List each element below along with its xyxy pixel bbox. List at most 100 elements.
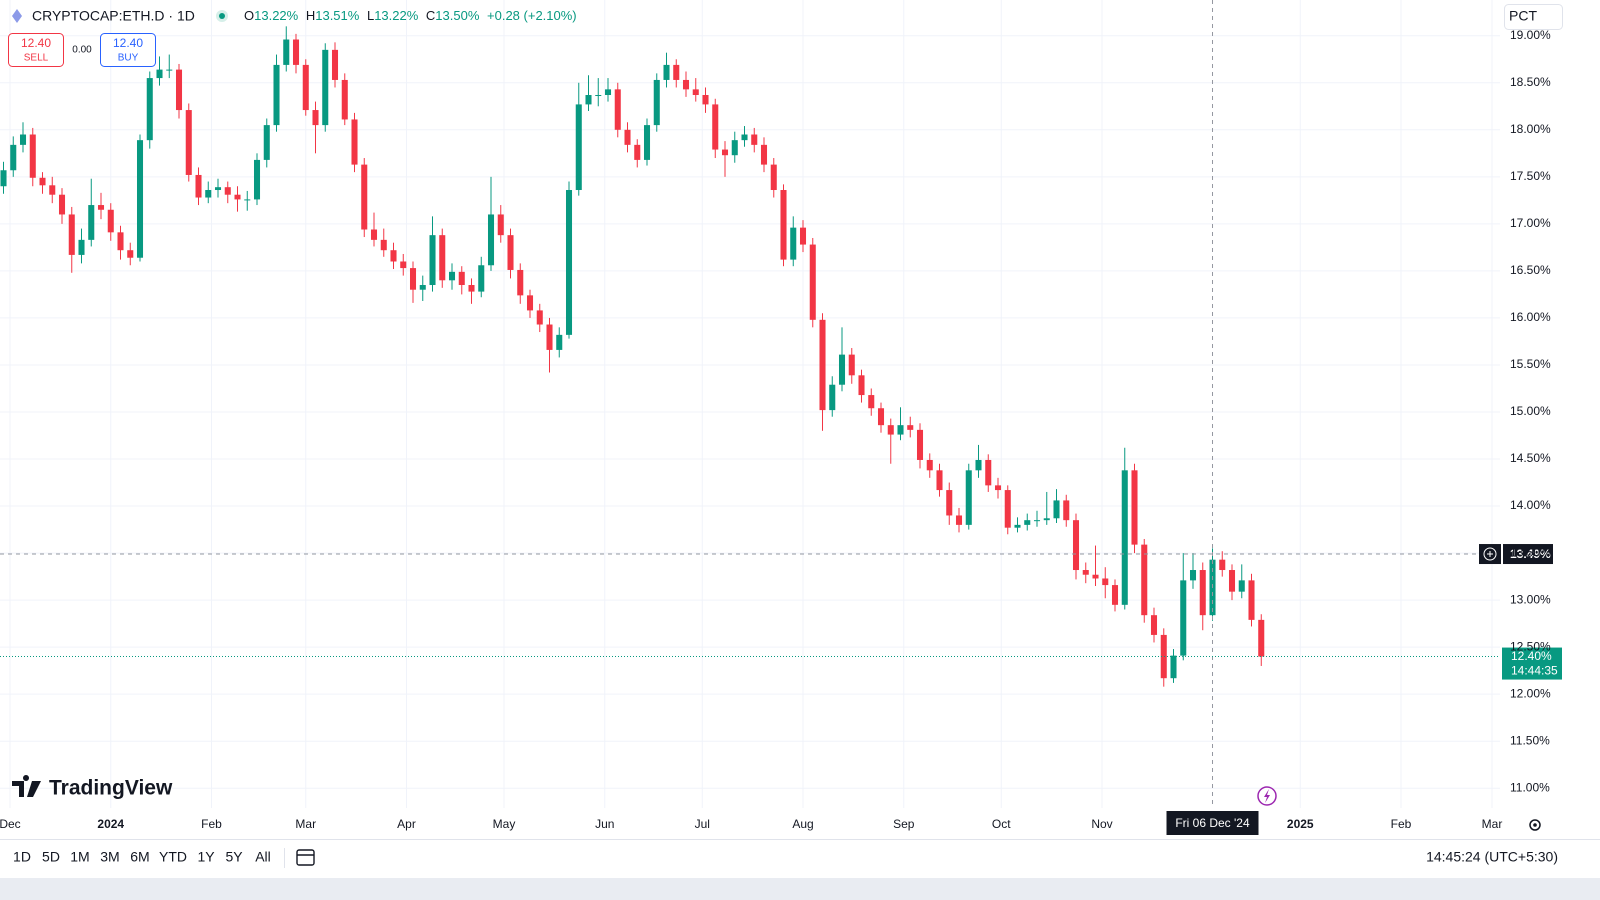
candle-body: [634, 144, 641, 160]
candle-body: [770, 164, 777, 191]
candle-body: [712, 104, 719, 150]
window-strip: [0, 878, 1600, 900]
clock[interactable]: 14:45:24 (UTC+5:30): [1426, 849, 1558, 865]
candle-body: [234, 194, 241, 200]
candle-body: [916, 429, 924, 460]
candle-body: [614, 89, 621, 130]
candle-body: [1111, 585, 1119, 605]
candle-body: [868, 395, 875, 409]
candle-body: [799, 227, 807, 245]
candle-body: [848, 354, 855, 376]
candle-body: [117, 232, 124, 251]
overlay: Fri 06 Dec '24 13.49% 12.40%14:44:35: [0, 0, 1562, 835]
buy-button[interactable]: [100, 33, 156, 67]
candle-body: [585, 95, 592, 105]
candle-body: [780, 190, 787, 260]
sell-button[interactable]: [8, 33, 64, 67]
x-tick-label: Aug: [792, 817, 813, 831]
range-button[interactable]: 6M: [130, 849, 149, 865]
candle-body: [955, 515, 963, 525]
range-button[interactable]: 1Y: [197, 849, 215, 865]
candle-body: [478, 265, 485, 292]
y-tick-label: 19.00%: [1510, 28, 1551, 42]
candle-body: [1189, 570, 1197, 581]
range-button[interactable]: 5D: [42, 849, 60, 865]
range-button[interactable]: 1D: [13, 849, 31, 865]
logo-mark: [12, 775, 41, 797]
candle-body: [673, 64, 680, 80]
y-tick-label: 11.00%: [1510, 780, 1550, 794]
range-button[interactable]: 1M: [70, 849, 89, 865]
x-tick-label: Sep: [893, 817, 915, 831]
candle-body: [1228, 570, 1236, 592]
candle-body: [127, 250, 134, 258]
crosshair-x-label-bg: [1166, 811, 1259, 835]
candle-body: [1219, 559, 1226, 571]
y-tick-label: 13.00%: [1510, 592, 1551, 606]
candle-body: [1004, 490, 1011, 528]
settings-icon[interactable]: [1529, 819, 1541, 831]
candle-body: [487, 214, 495, 266]
x-tick-label: Apr: [397, 817, 416, 831]
y-tick-label: 13.50%: [1510, 545, 1551, 559]
candle-body: [253, 159, 261, 200]
candle-body: [936, 470, 943, 491]
candle-body: [468, 285, 475, 292]
candle-body: [341, 79, 348, 120]
crosshair-add-icon[interactable]: [1483, 547, 1497, 561]
x-tick-label: Mar: [1482, 817, 1503, 831]
candle-body: [10, 144, 17, 171]
y-tick-label: 16.50%: [1510, 263, 1551, 277]
candle-body: [273, 64, 280, 126]
candle-body: [858, 375, 865, 396]
range-button[interactable]: 5Y: [225, 849, 243, 865]
settings-center: [1533, 823, 1537, 827]
range-button[interactable]: All: [255, 849, 271, 865]
y-tick-label: 11.50%: [1510, 733, 1550, 747]
candle-body: [663, 64, 670, 80]
crosshair-add-plus: [1487, 551, 1493, 558]
scale-mode-button[interactable]: [1504, 4, 1563, 30]
candle-body: [1072, 520, 1080, 571]
candle-body: [351, 119, 358, 165]
candle-body: [331, 49, 339, 80]
ohlc-key: H: [306, 8, 315, 23]
candle-body: [380, 239, 387, 251]
candle-body: [0, 170, 7, 187]
y-tick-label: 17.50%: [1510, 169, 1551, 183]
candle-body: [595, 95, 602, 97]
candle-body: [653, 79, 660, 126]
candle-body: [536, 310, 543, 325]
ohlc-value: 13.22%: [374, 8, 419, 23]
y-tick-label: 15.00%: [1510, 404, 1551, 418]
candle-body: [400, 261, 407, 269]
candle-body: [1014, 524, 1021, 528]
candle-body: [58, 194, 66, 215]
candle-body: [322, 49, 329, 126]
symbol[interactable]: CRYPTOCAP:ETH.D · 1D: [32, 8, 195, 24]
candle-body: [692, 89, 699, 96]
events-bolt: [1264, 789, 1270, 803]
candle-body: [790, 227, 797, 260]
candle-body: [556, 334, 563, 350]
candle-body: [1102, 578, 1109, 586]
candle-body: [926, 459, 933, 471]
candle-body: [224, 187, 231, 195]
symbol-icon: [12, 9, 22, 23]
range-button[interactable]: 3M: [100, 849, 119, 865]
range-button[interactable]: YTD: [159, 849, 187, 865]
candle-body: [887, 425, 894, 435]
candle-body: [78, 239, 85, 255]
candle-body: [604, 89, 612, 96]
x-tick-label: Feb: [1391, 817, 1412, 831]
sell-label: SELL: [24, 53, 49, 64]
candle-body: [682, 79, 690, 90]
goto-date-icon[interactable]: [296, 849, 315, 866]
candle-body: [429, 235, 436, 286]
candle-body: [751, 134, 758, 145]
candle-body: [156, 69, 163, 79]
candle-body: [507, 235, 514, 270]
candle-body: [838, 354, 846, 385]
ohlc-value: 13.22%: [254, 8, 299, 23]
